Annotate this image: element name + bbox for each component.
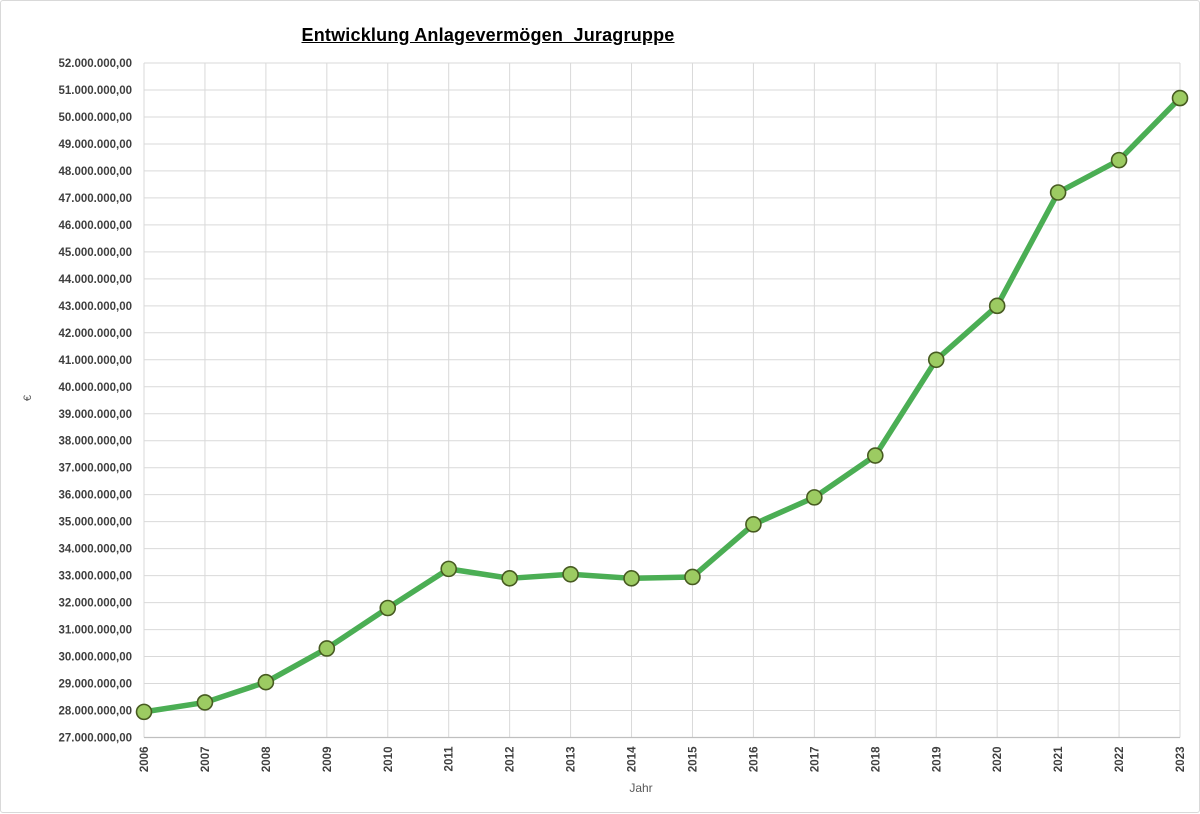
data-point-marker — [501, 570, 518, 587]
data-point-marker — [1049, 184, 1067, 201]
y-tick-label: 35.000.000,00 — [58, 517, 132, 529]
y-tick-label: 47.000.000,00 — [58, 193, 132, 205]
y-tick-label: 42.000.000,00 — [58, 328, 132, 340]
y-tick-label: 50.000.000,00 — [58, 112, 132, 124]
y-tick-label: 40.000.000,00 — [58, 382, 132, 394]
x-tick-label: 2013 — [566, 747, 578, 773]
y-tick-label: 45.000.000,00 — [58, 247, 132, 259]
y-tick-label: 27.000.000,00 — [58, 733, 132, 745]
data-point-marker — [318, 640, 336, 657]
y-tick-label: 48.000.000,00 — [58, 166, 132, 178]
x-tick-label: 2018 — [870, 746, 882, 772]
x-tick-label: 2012 — [505, 747, 517, 773]
y-tick-label: 38.000.000,00 — [58, 436, 132, 448]
x-tick-label: 2015 — [687, 746, 699, 772]
data-point-marker — [1110, 151, 1128, 169]
horizontal-gridlines — [144, 62, 1180, 738]
data-point-marker — [257, 673, 275, 691]
data-point-marker — [440, 560, 458, 578]
x-tick-labels: 2006 2007 2008 2009 2010 2011 2012 2013 2014 2015… — [139, 746, 1187, 772]
vertical-gridlines — [143, 63, 1181, 738]
x-tick-label: 2017 — [809, 747, 821, 773]
x-tick-label: 2010 — [383, 747, 395, 773]
x-tick-label: 2007 — [200, 747, 212, 773]
y-tick-label: 33.000.000,00 — [58, 571, 132, 583]
y-axis-title: € — [22, 394, 34, 402]
series-line — [141, 95, 1183, 715]
y-tick-label: 43.000.000,00 — [58, 301, 132, 313]
data-point-marker — [135, 703, 153, 721]
y-tick-label: 31.000.000,00 — [58, 625, 132, 637]
x-tick-label: 2022 — [1114, 747, 1126, 773]
y-tick-label: 44.000.000,00 — [58, 274, 132, 286]
y-tick-label: 39.000.000,00 — [58, 409, 132, 421]
data-point-marker — [866, 447, 884, 464]
y-tick-label: 41.000.000,00 — [58, 355, 132, 367]
data-point-marker — [196, 694, 214, 711]
y-tick-label: 34.000.000,00 — [58, 544, 132, 556]
data-point-marker — [988, 297, 1006, 315]
data-point-marker — [623, 570, 640, 587]
x-tick-label: 2021 — [1053, 746, 1065, 772]
x-tick-label: 2014 — [627, 746, 639, 772]
y-tick-label: 51.000.000,00 — [58, 85, 132, 97]
x-tick-label: 2008 — [261, 746, 273, 772]
data-point-marker — [1171, 89, 1189, 107]
data-point-marker — [379, 599, 397, 617]
data-point-marker — [684, 568, 701, 586]
y-tick-label: 29.000.000,00 — [58, 679, 132, 691]
data-point-marker — [745, 516, 762, 533]
chart-title: Entwicklung Anlagevermögen Juragruppe — [301, 25, 675, 45]
x-axis-title: Jahr — [629, 781, 653, 795]
x-tick-label: 2023 — [1175, 747, 1187, 773]
y-tick-label: 32.000.000,00 — [58, 598, 132, 610]
x-tick-label: 2019 — [931, 747, 943, 773]
y-tick-label: 28.000.000,00 — [58, 706, 132, 718]
data-point-marker — [806, 489, 823, 506]
x-tick-label: 2011 — [444, 746, 456, 772]
y-tick-label: 30.000.000,00 — [58, 652, 132, 664]
x-tick-label: 2006 — [139, 747, 151, 773]
y-tick-labels: 27.000.000,00 28.000.000,00 29.000.000,00 3… — [58, 58, 132, 745]
data-point-marker — [927, 351, 945, 369]
x-tick-label: 2009 — [322, 747, 334, 773]
y-tick-label: 36.000.000,00 — [58, 490, 132, 502]
y-tick-label: 46.000.000,00 — [58, 220, 132, 232]
y-tick-label: 52.000.000,00 — [58, 58, 132, 70]
data-point-marker — [562, 565, 579, 583]
y-tick-label: 37.000.000,00 — [58, 463, 132, 475]
x-tick-label: 2016 — [748, 747, 760, 773]
series-markers — [135, 89, 1189, 721]
x-tick-label: 2020 — [992, 747, 1004, 773]
y-tick-label: 49.000.000,00 — [58, 139, 132, 151]
